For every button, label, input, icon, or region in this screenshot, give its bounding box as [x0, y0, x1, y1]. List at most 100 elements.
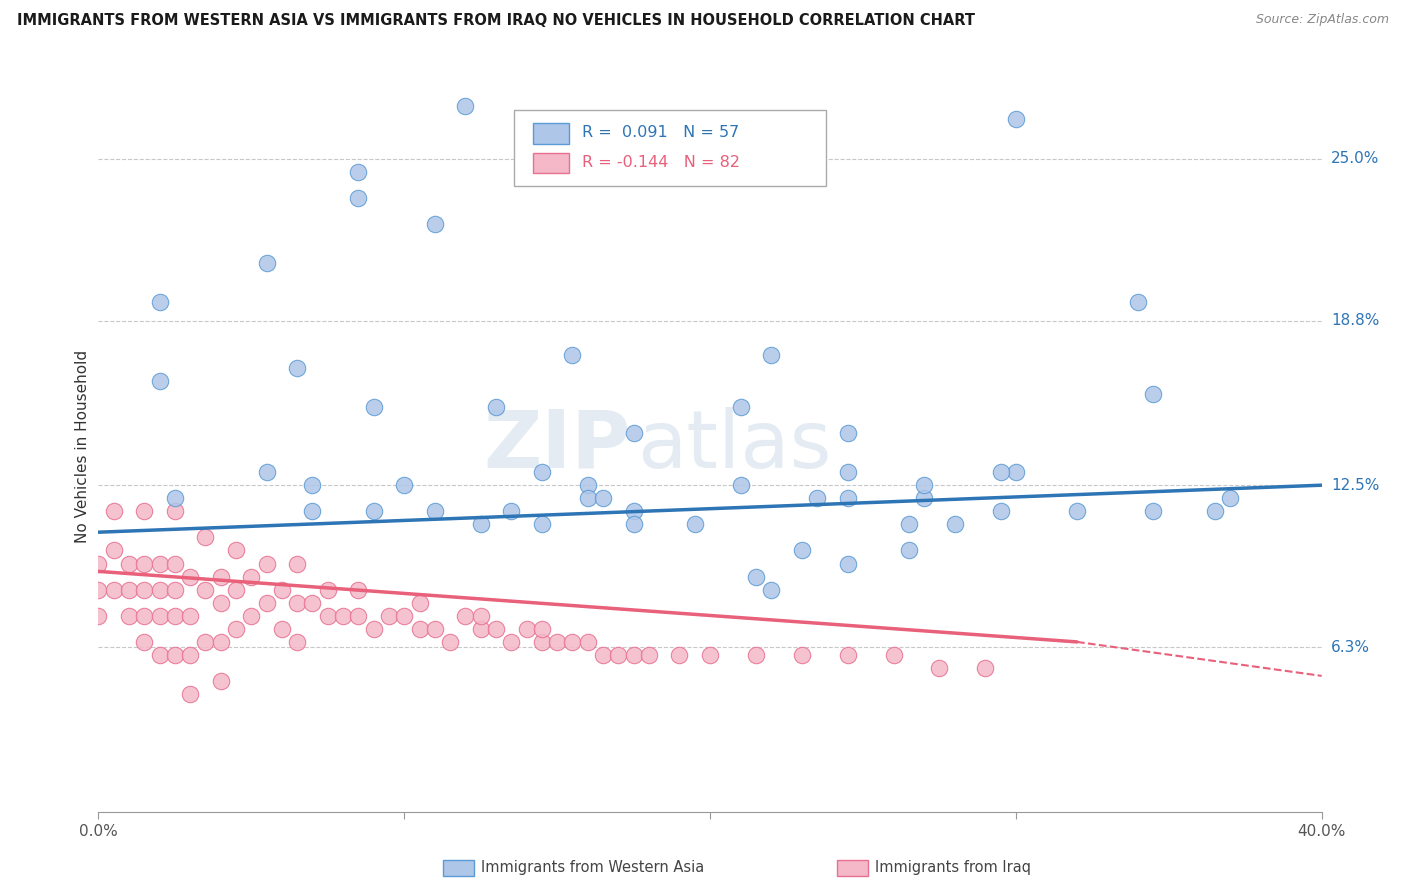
Point	[943, 517, 966, 532]
Point	[301, 504, 323, 518]
Point	[347, 191, 370, 205]
Point	[530, 517, 553, 532]
Point	[149, 557, 172, 571]
Point	[623, 425, 645, 440]
Point	[423, 217, 446, 231]
Point	[209, 596, 232, 610]
Bar	[533, 123, 569, 144]
Text: R =  0.091   N = 57: R = 0.091 N = 57	[582, 126, 738, 140]
Point	[730, 478, 752, 492]
Point	[194, 635, 217, 649]
Point	[637, 648, 661, 662]
Point	[607, 648, 630, 662]
Point	[485, 400, 508, 414]
Point	[592, 491, 614, 506]
Text: ZIP: ZIP	[484, 407, 630, 485]
Point	[134, 557, 156, 571]
Point	[974, 661, 997, 675]
Point	[897, 543, 920, 558]
Point	[668, 648, 690, 662]
Text: Immigrants from Iraq: Immigrants from Iraq	[875, 861, 1031, 875]
Point	[363, 622, 385, 636]
Text: 12.5%: 12.5%	[1331, 478, 1379, 492]
Point	[240, 569, 263, 583]
Point	[423, 622, 446, 636]
Point	[1142, 504, 1164, 518]
Point	[623, 648, 645, 662]
Point	[516, 622, 538, 636]
Point	[699, 648, 721, 662]
Point	[179, 569, 201, 583]
Point	[347, 165, 370, 179]
Point	[530, 622, 553, 636]
Point	[103, 504, 125, 518]
Point	[87, 582, 110, 597]
Point	[990, 465, 1012, 479]
Point	[149, 582, 172, 597]
Point	[209, 674, 232, 689]
Point	[149, 374, 172, 388]
Point	[530, 465, 553, 479]
Point	[149, 608, 172, 623]
Point	[745, 569, 768, 583]
Point	[392, 478, 416, 492]
Point	[837, 491, 859, 506]
Point	[103, 543, 125, 558]
Point	[897, 517, 920, 532]
Point	[225, 622, 247, 636]
Point	[179, 608, 201, 623]
Point	[163, 582, 186, 597]
Point	[592, 648, 614, 662]
Point	[256, 465, 278, 479]
Point	[912, 491, 935, 506]
Point	[683, 517, 706, 532]
Bar	[533, 153, 569, 173]
Point	[163, 608, 186, 623]
Point	[470, 608, 492, 623]
Point	[363, 400, 385, 414]
Point	[87, 557, 110, 571]
Point	[1142, 386, 1164, 401]
Point	[285, 596, 308, 610]
Point	[316, 582, 339, 597]
Point	[118, 608, 141, 623]
Point	[87, 608, 110, 623]
Point	[1219, 491, 1241, 506]
Point	[745, 648, 768, 662]
Point	[225, 582, 247, 597]
Point	[301, 596, 323, 610]
Point	[285, 360, 308, 375]
Text: R = -0.144   N = 82: R = -0.144 N = 82	[582, 154, 740, 169]
Point	[470, 622, 492, 636]
Point	[928, 661, 950, 675]
Point	[790, 543, 813, 558]
Point	[806, 491, 828, 506]
Point	[790, 648, 813, 662]
Point	[1004, 112, 1026, 127]
Text: 18.8%: 18.8%	[1331, 313, 1379, 328]
Point	[561, 348, 583, 362]
Text: atlas: atlas	[637, 407, 831, 485]
Point	[837, 425, 859, 440]
Point	[883, 648, 905, 662]
Point	[1004, 465, 1026, 479]
Point	[1066, 504, 1088, 518]
Text: 6.3%: 6.3%	[1331, 640, 1369, 655]
Point	[163, 504, 186, 518]
Point	[316, 608, 339, 623]
Point	[408, 596, 430, 610]
Point	[423, 504, 446, 518]
Point	[256, 557, 278, 571]
Point	[837, 557, 859, 571]
Text: Source: ZipAtlas.com: Source: ZipAtlas.com	[1256, 13, 1389, 27]
Point	[454, 99, 477, 113]
Text: IMMIGRANTS FROM WESTERN ASIA VS IMMIGRANTS FROM IRAQ NO VEHICLES IN HOUSEHOLD CO: IMMIGRANTS FROM WESTERN ASIA VS IMMIGRAN…	[17, 13, 974, 29]
Point	[149, 648, 172, 662]
Point	[759, 348, 782, 362]
Point	[501, 504, 523, 518]
Point	[347, 582, 370, 597]
Point	[270, 582, 292, 597]
Point	[546, 635, 568, 649]
Point	[1128, 295, 1150, 310]
Point	[134, 635, 156, 649]
